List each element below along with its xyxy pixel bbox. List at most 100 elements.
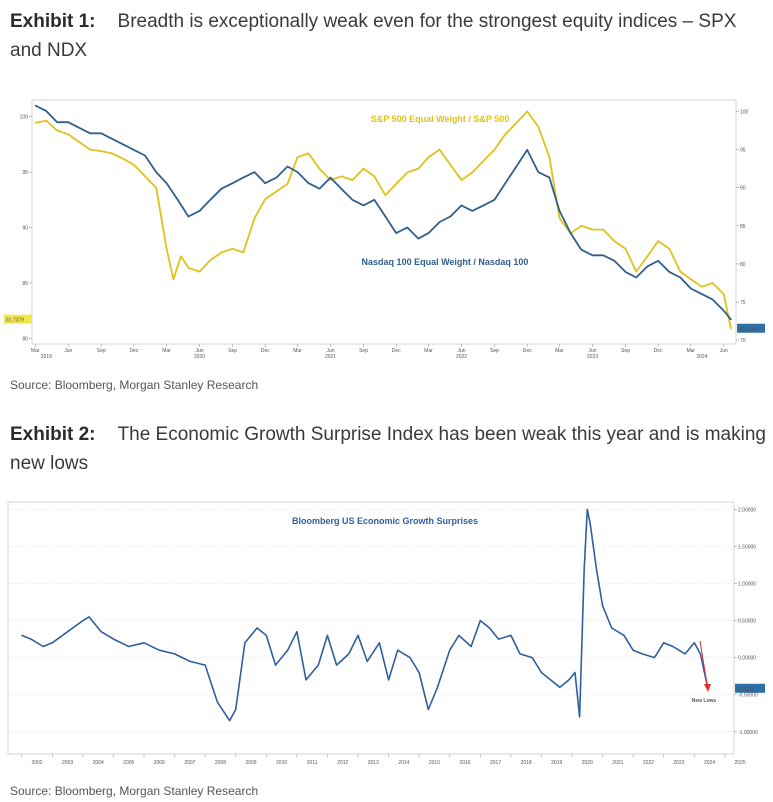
x-month-label: Jun [327, 348, 335, 354]
spx-ratio-point [308, 152, 310, 154]
exhibit-2-title-text: The Economic Growth Surprise Index has b… [10, 424, 766, 474]
growth-surprise-point [684, 653, 686, 655]
growth-surprise-point [488, 627, 491, 629]
ndx-ratio-point [635, 276, 637, 279]
spx-ratio-point [78, 141, 80, 143]
spx-ratio-point [155, 187, 157, 189]
spx-ratio-point [242, 251, 244, 254]
ndx-ratio-point [646, 265, 649, 267]
ndx-ratio-point [526, 149, 528, 151]
x-month-label: Jun [720, 348, 728, 354]
spx-ratio-point [580, 225, 582, 227]
x-month-label: Jun [588, 348, 596, 354]
growth-surprise-point [586, 508, 588, 510]
x-year-label: 2013 [368, 760, 379, 766]
growth-surprise-point [418, 671, 420, 674]
spx-ratio-point [56, 129, 58, 132]
ndx-ratio-point [602, 254, 604, 256]
spx-ratio-point [439, 149, 441, 151]
ndx-ratio-point [89, 132, 91, 134]
spx-ratio-point [449, 164, 451, 166]
ndx-ratio-point [515, 165, 518, 168]
ndx-ratio-point [668, 271, 670, 273]
spx-ratio-point [318, 168, 320, 170]
growth-surprise-point [30, 638, 32, 640]
growth-surprise-point [663, 642, 665, 644]
spx-ratio-point [558, 217, 561, 219]
spx-ratio-point [373, 175, 375, 177]
growth-surprise-point [641, 653, 643, 655]
ndx-ratio-point [417, 238, 419, 240]
ndx-ratio-point [701, 293, 703, 295]
ndx-ratio-point [308, 182, 310, 184]
ndx-ratio-point [286, 165, 289, 168]
ndx-ratio-point [384, 215, 386, 218]
ndx-ratio-point [67, 121, 69, 123]
x-year-label: 2022 [643, 760, 654, 766]
growth-surprise-point [449, 649, 451, 651]
x-year-label: 2019 [41, 354, 52, 360]
ndx-ratio-point [548, 177, 551, 179]
ndx-ratio-point [460, 204, 463, 206]
growth-surprise-point [326, 634, 328, 636]
ndx-ratio-point [471, 210, 473, 212]
ndx-ratio-point [155, 171, 157, 173]
x-year-label: 2007 [184, 760, 195, 766]
x-month-label: Dec [261, 348, 270, 354]
ndx-ratio-point [220, 188, 223, 190]
spx-ratio-point [679, 271, 682, 273]
ndx-equal-weight-ratio-line [34, 104, 732, 321]
growth-surprise-point [348, 653, 350, 655]
x-month-label: Jun [64, 348, 72, 354]
growth-surprise-point [100, 631, 102, 633]
ndx-ratio-point [730, 319, 732, 321]
spx-ratio-point [460, 179, 463, 181]
growth-surprise-point [579, 716, 581, 718]
right-tick-label: -0.50000 [738, 693, 758, 699]
surprise-index-chart: 2.00000 1.50000 1.00000 0.50000 0.00000 -0.50… [7, 501, 765, 766]
exhibit-2-label: Exhibit 2: [10, 424, 96, 445]
x-year-label: 2021 [325, 354, 336, 360]
last-value: -0.4200 [737, 687, 754, 693]
spx-ratio-point [493, 149, 496, 151]
growth-surprise-point [510, 634, 512, 636]
spx-ratio-point [133, 164, 135, 166]
spx-ratio-point [253, 217, 256, 219]
growth-surprise-point [287, 649, 289, 651]
x-year-label: 2002 [31, 760, 42, 766]
growth-surprise-point [589, 523, 591, 525]
growth-surprise-point [336, 664, 338, 666]
left-last-value-badge [4, 314, 32, 324]
growth-surprise-point [357, 634, 359, 636]
spx-ratio-point [471, 171, 473, 173]
exhibit-2-title: Exhibit 2: The Economic Growth Surprise I… [10, 420, 770, 478]
breadth-chart: 80 85 90 95 100 70 75 80 85 90 95 100 Mar Jun Sep Dec Ma… [4, 99, 765, 360]
ndx-ratio-point [362, 204, 365, 206]
x-month-label: Dec [129, 348, 138, 354]
spx-ratio-point [384, 194, 386, 196]
x-year-label: 2021 [612, 760, 623, 766]
spx-ratio-point [187, 267, 189, 269]
x-month-label: Sep [359, 348, 368, 354]
growth-surprise-point [378, 642, 380, 644]
spx-ratio-point [172, 278, 174, 280]
left-tick-label: 80 [22, 336, 28, 342]
ndx-ratio-point [264, 182, 266, 184]
x-month-label: Dec [654, 348, 663, 354]
spx-ratio-point [89, 149, 91, 151]
x-year-label: 2015 [429, 760, 440, 766]
ndx-ratio-point [329, 177, 332, 179]
growth-surprise-point [244, 642, 246, 644]
spx-ratio-point [548, 156, 551, 158]
x-year-label: 2006 [154, 760, 165, 766]
ndx-ratio-point [144, 154, 146, 157]
ndx-ratio-point [493, 199, 496, 201]
spx-ratio-point [362, 168, 365, 170]
spx-ratio-point [515, 122, 518, 124]
growth-surprise-point [235, 708, 237, 711]
growth-surprise-point [265, 634, 267, 636]
ndx-ratio-point [232, 182, 234, 184]
spx-ratio-point [657, 240, 659, 242]
x-month-label: Mar [31, 348, 40, 354]
spx-ratio-point [220, 251, 223, 254]
